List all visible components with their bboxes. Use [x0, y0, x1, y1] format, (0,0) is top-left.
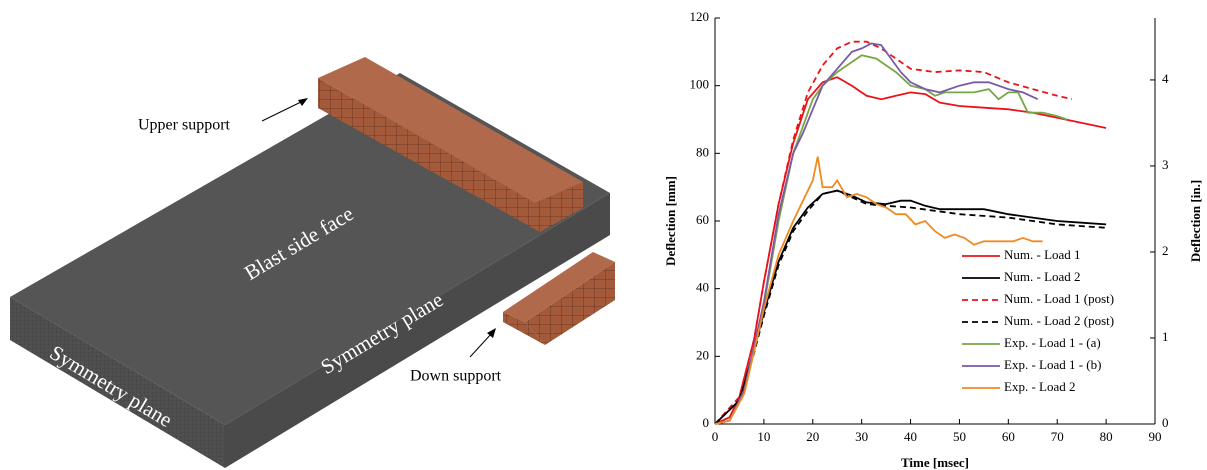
legend-label: Num. - Load 2	[1004, 269, 1081, 284]
y-tick-label: 120	[690, 9, 710, 24]
chart: Deflection [mm] Deflection [in.] Time [m…	[663, 9, 1203, 470]
y2-tick-label: 4	[1162, 71, 1169, 86]
series-line	[714, 189, 1107, 425]
series-line	[714, 42, 1039, 425]
x-tick-label: 30	[855, 429, 868, 444]
x-tick-label: 0	[712, 429, 719, 444]
legend-label: Num. - Load 1 (post)	[1004, 291, 1114, 306]
upper-support-end	[535, 182, 583, 232]
legend-label: Num. - Load 2 (post)	[1004, 313, 1114, 328]
x-axis-title: Time [msec]	[901, 455, 969, 470]
x-tick-label: 50	[953, 429, 966, 444]
y2-axis-title: Deflection [in.]	[1188, 180, 1203, 262]
down-support-top	[503, 252, 615, 322]
legend-label: Exp. - Load 2	[1004, 379, 1075, 394]
x-tick-label: 80	[1100, 429, 1113, 444]
x-tick-label: 20	[806, 429, 819, 444]
slab-left-face	[10, 297, 225, 468]
down-support-front	[503, 312, 545, 345]
down-support-side	[525, 262, 615, 345]
x-tick-label: 10	[757, 429, 770, 444]
series-line	[714, 40, 1073, 425]
legend-label: Exp. - Load 1 - (a)	[1004, 335, 1101, 350]
y-tick-label: 100	[690, 77, 710, 92]
y-tick-label: 0	[703, 415, 710, 430]
arrow	[261, 100, 304, 122]
legend-label: Num. - Load 1	[1004, 247, 1081, 262]
upper-support-front	[318, 78, 540, 232]
y-tick-label: 20	[696, 347, 709, 362]
y2-tick-label: 2	[1162, 243, 1169, 258]
y-tick-label: 80	[696, 144, 709, 159]
y2-tick-label: 3	[1162, 157, 1169, 172]
label-down-support: Down support	[410, 368, 502, 385]
x-tick-label: 90	[1149, 429, 1162, 444]
x-tick-label: 40	[904, 429, 917, 444]
legend-label: Exp. - Load 1 - (b)	[1004, 357, 1101, 372]
label-upper-support: Upper support	[138, 117, 231, 134]
x-tick-label: 60	[1002, 429, 1015, 444]
y2-tick-label: 0	[1162, 415, 1169, 430]
arrow-head	[298, 98, 308, 106]
y-tick-label: 60	[696, 212, 709, 227]
x-tick-label: 70	[1051, 429, 1064, 444]
series-line	[714, 156, 1043, 425]
slab-right-face	[225, 193, 610, 468]
fe-model: Upper support Blast side face Symmetry p…	[10, 57, 615, 468]
series-line	[714, 189, 1107, 425]
arrow	[469, 332, 493, 358]
y-tick-label: 40	[696, 280, 709, 295]
y-axis-title: Deflection [mm]	[663, 176, 678, 266]
y2-tick-label: 1	[1162, 329, 1169, 344]
arrow-head	[487, 328, 496, 338]
upper-support-top	[318, 57, 583, 203]
